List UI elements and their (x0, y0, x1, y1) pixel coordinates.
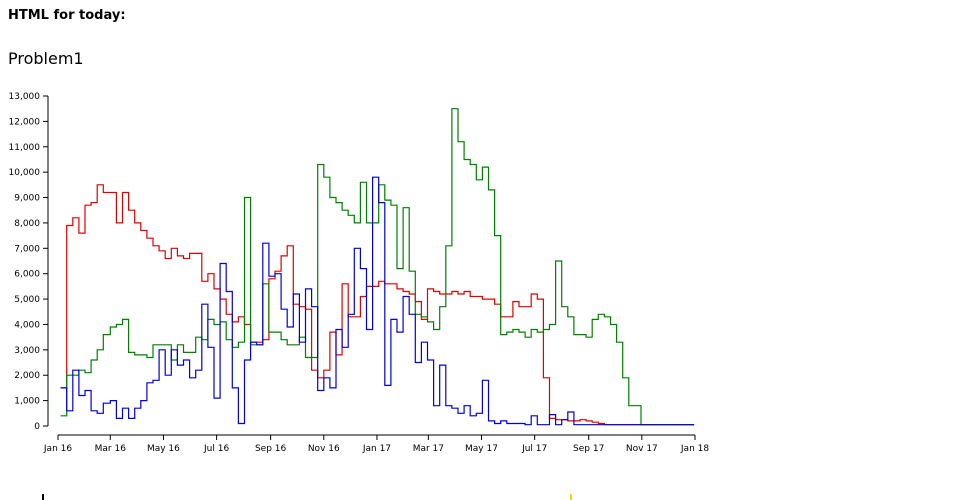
y-tick-label: 8,000 (14, 219, 40, 229)
chart-title: Problem1 (8, 49, 84, 68)
x-tick-label: Jul 16 (203, 444, 229, 454)
y-tick-label: 13,000 (9, 92, 41, 102)
x-tick-label: Jan 17 (362, 444, 391, 454)
series-line-3 (60, 176, 695, 426)
series-line-2 (60, 108, 695, 426)
y-tick-label: 4,000 (14, 320, 40, 330)
page-heading: HTML for today: (8, 8, 126, 23)
x-tick-label: May 17 (465, 444, 498, 454)
cut-off-mark (42, 494, 44, 500)
x-tick-label: Nov 17 (626, 444, 658, 454)
x-tick-label: May 16 (147, 444, 180, 454)
cut-off-mark (570, 494, 572, 500)
x-tick-label: Jan 16 (43, 444, 72, 454)
series-layer (60, 108, 695, 426)
y-tick-label: 6,000 (14, 270, 40, 280)
x-tick-label: Nov 16 (308, 444, 340, 454)
x-tick-label: Mar 17 (413, 444, 444, 454)
x-tick-label: Sep 16 (255, 444, 287, 454)
x-tick-label: Sep 17 (573, 444, 604, 454)
y-axis: 0 1,000 2,000 3,000 4,000 5,000 6,000 7,000 8,00… (9, 92, 49, 432)
x-tick-label: Jan 18 (680, 444, 709, 454)
y-tick-label: 10,000 (9, 168, 41, 178)
x-tick-label: Mar 16 (95, 444, 127, 454)
y-tick-label: 2,000 (14, 371, 40, 381)
y-tick-label: 0 (34, 422, 40, 432)
y-tick-label: 3,000 (14, 346, 40, 356)
series-line-1 (60, 184, 695, 426)
y-tick-label: 9,000 (14, 194, 40, 204)
x-tick-label: Jul 17 (521, 444, 547, 454)
y-tick-label: 7,000 (14, 244, 40, 254)
y-tick-label: 11,000 (9, 143, 41, 153)
x-axis: Jan 16 Mar 16 May 16 Jul 16 Sep 16 Nov 16 Jan … (43, 434, 709, 454)
y-tick-label: 12,000 (9, 117, 41, 127)
y-tick-label: 1,000 (14, 397, 40, 407)
y-tick-label: 5,000 (14, 295, 40, 305)
